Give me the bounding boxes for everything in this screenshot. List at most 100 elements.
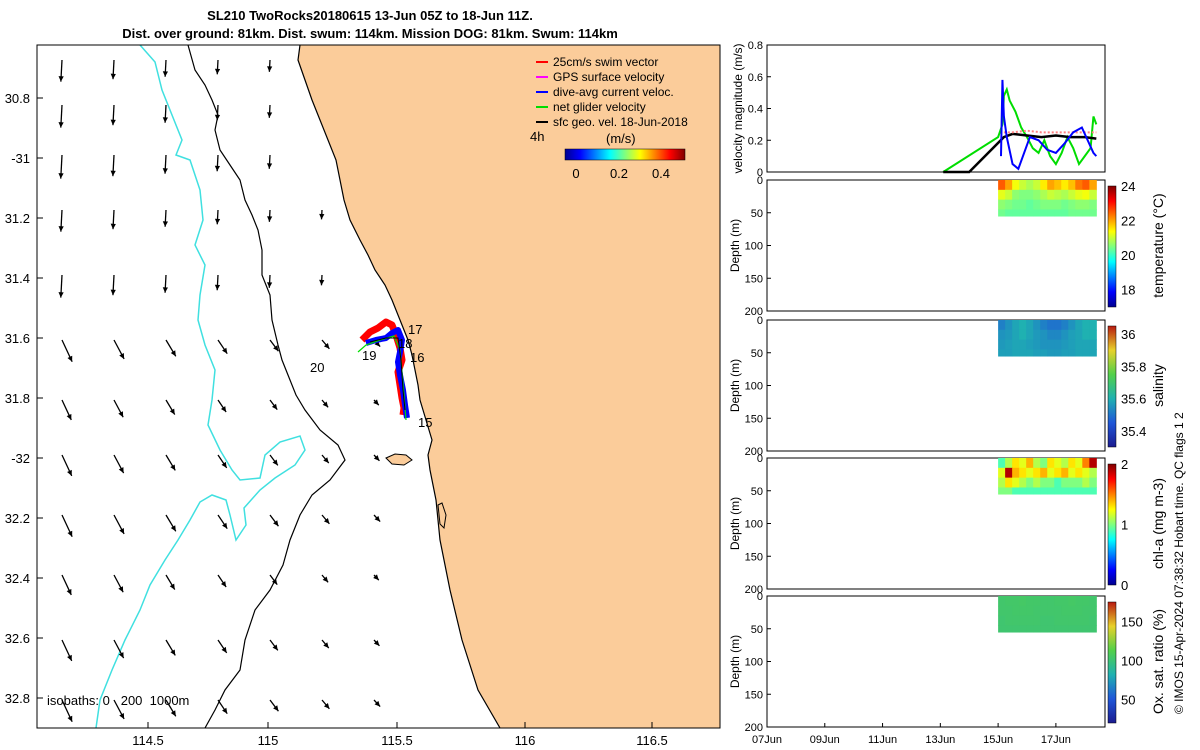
section-cell: [1012, 339, 1020, 350]
section-cell: [1082, 467, 1090, 479]
colorbar-tick-label: 36: [1121, 327, 1135, 342]
map-y-tick-label: 30.8: [5, 91, 30, 106]
legend-label: sfc geo. vel. 18-Jun-2018: [553, 115, 688, 129]
section-colorbar: [1107, 601, 1117, 724]
section-cell: [1033, 458, 1041, 469]
section-cell: [1005, 487, 1013, 495]
section-cell: [1075, 477, 1083, 488]
section-cell: [1068, 199, 1076, 210]
section-cell: [1082, 209, 1090, 217]
current-arrow: [373, 699, 381, 708]
section-cell: [1061, 189, 1069, 201]
section-cell: [1089, 596, 1097, 607]
section-cell: [1033, 329, 1041, 341]
colorbar-tick-label: 150: [1121, 615, 1143, 630]
depth-tick-label: 150: [745, 551, 763, 563]
colorbar-tick-label: 35.6: [1121, 392, 1146, 407]
section-cell: [1047, 477, 1055, 488]
section-cell: [1040, 615, 1048, 626]
colorbar-tick-label: 35.4: [1121, 424, 1146, 439]
map-axis-ticks: 114.5 115 115.5 116 116.5 30.8 -31 31.2 31.4 31.6…: [5, 91, 668, 748]
current-arrow: [113, 454, 125, 474]
section-cell: [1040, 339, 1048, 350]
time-tick-label: 15Jun: [983, 734, 1013, 746]
section-cell: [1005, 329, 1013, 341]
current-arrow: [58, 274, 64, 298]
section-cell: [1019, 458, 1027, 469]
section-cell: [1075, 605, 1083, 617]
section-cell: [1047, 209, 1055, 217]
depth-tick-label: 100: [745, 519, 763, 531]
section-cell: [1033, 199, 1041, 210]
section-cell: [1040, 189, 1048, 201]
section-panel-oxygen: 0 50 100 150 200 Depth (m) 50 100 150 Ox. sat. ra…: [728, 591, 1166, 734]
current-arrow: [321, 339, 330, 350]
current-arrow: [165, 574, 176, 590]
depth-tick-label: 200: [745, 722, 763, 734]
section-cell: [1026, 615, 1034, 626]
current-arrow: [321, 574, 329, 583]
section-cell: [1012, 467, 1020, 479]
section-cell: [1040, 487, 1048, 495]
section-cell: [1047, 596, 1055, 607]
current-arrow: [214, 274, 221, 291]
section-cell: [1005, 189, 1013, 201]
section-colorbar: [1107, 463, 1117, 586]
depth-tick-label: 200: [745, 306, 763, 318]
section-cell: [998, 189, 1006, 201]
section-cell: [1040, 320, 1048, 331]
section-cell: [1019, 199, 1027, 210]
time-axis: 07Jun 09Jun 11Jun 13Jun 15Jun 17Jun: [752, 723, 1071, 746]
legend-label: net glider velocity: [553, 100, 646, 114]
section-cell: [1019, 329, 1027, 341]
current-arrow: [165, 639, 176, 656]
section-cell: [1019, 349, 1027, 357]
section-cell: [1033, 339, 1041, 350]
section-cell: [1047, 625, 1055, 633]
section-cell: [1019, 320, 1027, 331]
map-panel: 114.5 115 115.5 116 116.5 30.8 -31 31.2 31.4 31.6…: [5, 44, 721, 748]
section-colorbar: [1107, 185, 1117, 308]
velocity-tick-label: 0.2: [748, 135, 763, 147]
section-cell: [1019, 605, 1027, 617]
section-cell: [1047, 349, 1055, 357]
section-cell: [1026, 477, 1034, 488]
section-cell: [1061, 458, 1069, 469]
section-cell: [1054, 477, 1062, 488]
current-arrow: [321, 699, 330, 710]
track-day-label: 17: [408, 322, 422, 337]
time-tick-label: 09Jun: [810, 734, 840, 746]
current-arrow: [319, 209, 325, 220]
section-cell: [1033, 596, 1041, 607]
depth-axis-label: Depth (m): [728, 359, 742, 412]
section-cell: [998, 329, 1006, 341]
current-arrow: [61, 574, 72, 596]
current-arrow: [217, 399, 227, 413]
current-arrow: [217, 639, 228, 654]
section-cell: [1005, 605, 1013, 617]
current-arrow: [373, 574, 380, 581]
section-cell: [1026, 349, 1034, 357]
track-day-label: 15: [418, 415, 432, 430]
depth-tick-label: 100: [745, 657, 763, 669]
velocity-series-line: [943, 132, 1097, 174]
section-cell: [1082, 487, 1090, 495]
current-arrow: [165, 514, 177, 532]
section-cell: [998, 199, 1006, 210]
section-cell: [1012, 605, 1020, 617]
current-arrow: [217, 514, 228, 530]
section-cell: [1026, 339, 1034, 350]
section-cell: [1012, 615, 1020, 626]
current-arrow: [373, 514, 381, 523]
depth-axis-label: Depth (m): [728, 635, 742, 688]
depth-tick-label: 0: [757, 453, 763, 465]
section-cell: [998, 320, 1006, 331]
section-cell: [1068, 329, 1076, 341]
section-cell: [1012, 199, 1020, 210]
section-cell: [1012, 180, 1020, 191]
map-y-tick-label: 32.2: [5, 511, 30, 526]
section-cell: [1068, 467, 1076, 479]
legend-label: 25cm/s swim vector: [553, 55, 658, 69]
